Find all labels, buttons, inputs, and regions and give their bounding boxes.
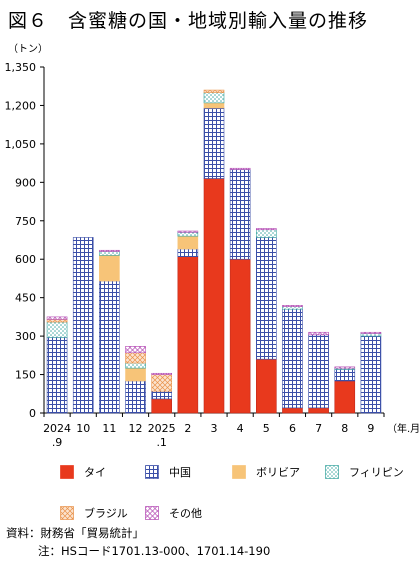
- bar-segment: [282, 306, 303, 310]
- x-tick-label: 8: [341, 422, 348, 435]
- bar-segment: [125, 346, 146, 354]
- source-note: 資料：財務省「貿易統計」 注：HSコード1701.13-000、1701.14-…: [6, 524, 270, 560]
- x-tick-label: 12: [129, 422, 143, 435]
- bar-segment: [334, 380, 356, 414]
- x-tick-label: 4: [237, 422, 244, 435]
- bar-segment: [256, 228, 277, 231]
- y-tick-label: 750: [15, 215, 36, 228]
- bar-segment: [99, 280, 120, 414]
- bar-segment: [334, 369, 356, 382]
- y-tick-label: 600: [15, 253, 36, 266]
- bar-segment: [99, 255, 120, 282]
- bar-segment: [308, 407, 329, 414]
- bar-segment: [125, 352, 146, 364]
- bar-segment: [256, 229, 277, 238]
- bar-segment: [99, 251, 120, 256]
- bar-segment: [203, 92, 225, 104]
- y-tick-label: 1,350: [5, 61, 37, 74]
- bar-segment: [360, 331, 382, 334]
- bar-segment: [282, 308, 303, 409]
- x-axis-unit-label: （年.月）: [387, 422, 420, 435]
- bar-segment: [282, 407, 303, 414]
- bar-segment: [177, 248, 199, 257]
- bar-segment: [125, 367, 146, 382]
- bar-segment: [177, 256, 199, 414]
- bar-segment: [151, 372, 172, 375]
- x-tick-label: 7: [315, 422, 322, 435]
- x-tick-label: 11: [102, 422, 116, 435]
- bar-segment: [125, 362, 146, 369]
- x-tick-label: 3: [211, 422, 218, 435]
- bar-segment: [229, 258, 251, 414]
- y-tick-label: 150: [15, 369, 36, 382]
- bar-segment: [151, 374, 172, 392]
- x-tick-label: .1: [156, 436, 167, 449]
- chart-title: 図６ 含蜜糖の国・地域別輸入量の推移: [8, 10, 369, 32]
- note-line: 注：HSコード1701.13-000、1701.14-190: [38, 544, 271, 558]
- bar-segment: [46, 319, 68, 323]
- y-tick-label: 1,050: [5, 138, 37, 151]
- bar-segment: [256, 237, 277, 360]
- x-tick-label: 10: [76, 422, 90, 435]
- y-tick-label: 900: [15, 176, 36, 189]
- y-axis-unit-label: （トン）: [8, 44, 48, 55]
- x-tick-label: 2: [184, 422, 191, 435]
- bar-segment: [151, 390, 172, 400]
- bar-segment: [282, 305, 303, 307]
- bar-segment: [99, 249, 120, 252]
- bar-segment: [46, 316, 68, 320]
- bar-segment: [72, 237, 94, 414]
- bar-segment: [256, 358, 277, 414]
- plot-area: 0 150 300 450 600 750 900 1,050 1,200 1,350 2024.9…: [5, 61, 420, 449]
- bar-segment: [177, 232, 199, 237]
- x-tick-label: 6: [289, 422, 296, 435]
- bar-segment: [203, 178, 225, 414]
- x-tick-label: 9: [367, 422, 374, 435]
- bar-segment: [308, 334, 329, 409]
- bar-segment: [229, 169, 251, 260]
- bar-segment: [334, 366, 356, 369]
- bar-segment: [177, 235, 199, 250]
- bar-segment: [229, 167, 251, 170]
- bar-segment: [360, 335, 382, 414]
- x-tick-label: 2024: [43, 422, 71, 435]
- bar-segment: [125, 380, 146, 414]
- bar-segment: [203, 89, 225, 93]
- x-tick-label: 5: [263, 422, 270, 435]
- bar-segment: [360, 333, 382, 337]
- x-tick-label: .9: [52, 436, 63, 449]
- bar-segment: [46, 337, 68, 414]
- y-tick-label: 300: [15, 330, 36, 343]
- y-tick-label: 0: [29, 407, 36, 420]
- bar-segment: [151, 398, 172, 414]
- source-line: 資料：財務省「貿易統計」: [6, 526, 144, 540]
- bar-segment: [46, 321, 68, 338]
- bar-segment: [203, 102, 225, 109]
- bar-segment: [177, 230, 199, 233]
- bar-segment: [308, 331, 329, 336]
- y-tick-label: 450: [15, 292, 36, 305]
- bar-segment: [203, 107, 225, 179]
- x-tick-label: 2025: [148, 422, 176, 435]
- y-tick-label: 1,200: [5, 99, 37, 112]
